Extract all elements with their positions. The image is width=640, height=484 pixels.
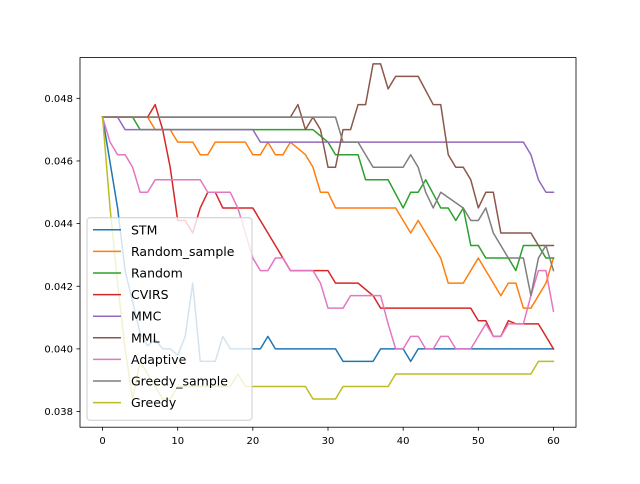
x-tick-label: 40 — [397, 436, 410, 447]
series-line-mml — [101, 63, 555, 247]
series-line-adaptive — [101, 116, 555, 350]
series-line-mmc — [101, 116, 555, 194]
legend-label-cvirs: CVIRS — [131, 287, 169, 302]
series-line-greedy-sample — [101, 116, 555, 297]
series-line-random — [101, 116, 555, 272]
x-tick-label: 20 — [246, 436, 259, 447]
y-tick-label: 0.048 — [44, 94, 73, 105]
legend-label-mml: MML — [131, 330, 160, 345]
y-tick-label: 0.042 — [44, 282, 73, 293]
legend-label-adaptive: Adaptive — [131, 352, 187, 367]
series-line-random-sample — [101, 116, 555, 309]
x-axis-ticks: 0 10 20 30 40 50 60 — [99, 427, 560, 447]
legend-box — [86, 217, 253, 421]
legend: STM Random_sample Random CVIRS MMC MML Adaptiv… — [86, 217, 253, 421]
y-axis-ticks: 0.038 0.040 0.042 0.044 0.046 0.048 — [44, 94, 80, 418]
y-tick-label: 0.046 — [44, 157, 73, 168]
x-tick-label: 50 — [472, 436, 485, 447]
legend-label-mmc: MMC — [131, 309, 162, 324]
legend-label-greedy-sample: Greedy_sample — [131, 374, 228, 389]
x-tick-label: 60 — [547, 436, 560, 447]
y-tick-label: 0.044 — [44, 219, 73, 230]
x-tick-label: 30 — [322, 436, 335, 447]
x-tick-label: 0 — [99, 436, 105, 447]
x-tick-label: 10 — [171, 436, 184, 447]
legend-label-greedy: Greedy — [131, 395, 177, 410]
y-tick-label: 0.038 — [44, 407, 73, 418]
y-tick-label: 0.040 — [44, 344, 73, 355]
legend-label-random-sample: Random_sample — [131, 244, 235, 259]
legend-label-random: Random — [131, 266, 183, 281]
legend-label-stm: STM — [131, 222, 157, 237]
